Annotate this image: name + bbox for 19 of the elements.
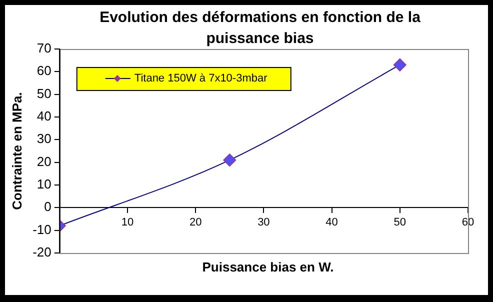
y-tick-label: 40 — [36, 108, 52, 124]
x-tick-label: 10 — [121, 216, 134, 228]
x-axis-title: Puissance bias en W. — [202, 260, 334, 275]
y-tick-label: 10 — [36, 176, 52, 192]
x-tick-label: 40 — [326, 216, 338, 228]
y-tick-label: 20 — [36, 154, 52, 169]
x-tick-label: 20 — [189, 216, 202, 228]
y-tick-label: 30 — [36, 131, 52, 146]
legend-label: Titane 150W à 7x10-3mbar — [134, 72, 268, 85]
y-tick-label: 60 — [36, 63, 52, 78]
y-tick-label: -10 — [32, 222, 52, 237]
y-tick-label: 70 — [36, 40, 52, 56]
x-tick-label: 50 — [394, 216, 406, 228]
y-tick-label: 0 — [44, 199, 52, 214]
chart-title: Evolution des déformations en fonction de la puissance bias — [100, 9, 422, 48]
y-tick-label: -20 — [32, 244, 52, 260]
x-tick-label: 30 — [258, 216, 270, 228]
y-tick-label: 50 — [36, 86, 52, 101]
y-axis-title: Contrainte en MPa. — [9, 92, 24, 210]
